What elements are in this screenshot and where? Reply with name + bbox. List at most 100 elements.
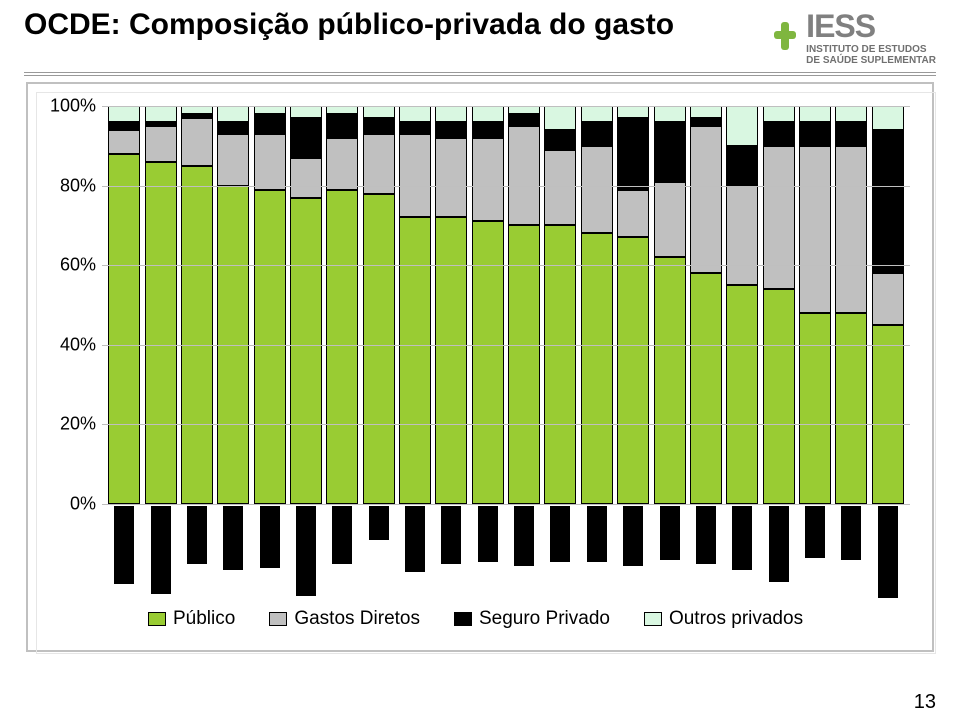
bar-segment-seguro_privado	[690, 118, 722, 126]
bar-segment-gastos_diretos	[508, 126, 540, 226]
legend-swatch	[454, 612, 472, 626]
bar-segment-publico	[726, 285, 758, 504]
bar	[290, 106, 322, 504]
bar-segment-seguro_privado	[654, 122, 686, 182]
bar-segment-seguro_privado	[581, 122, 613, 146]
legend-item: Público	[148, 608, 235, 630]
x-tick-label	[181, 506, 213, 600]
y-tick-label: 20%	[42, 414, 96, 435]
bar-segment-seguro_privado	[763, 122, 795, 146]
bar-segment-seguro_privado	[254, 114, 286, 134]
legend: PúblicoGastos DiretosSeguro PrivadoOutro…	[148, 608, 803, 630]
bar-segment-seguro_privado	[872, 130, 904, 273]
x-tick-label	[508, 506, 540, 600]
bar-segment-publico	[435, 217, 467, 504]
x-axis-labels	[102, 506, 910, 600]
bar-segment-outros_privados	[654, 106, 686, 122]
bar	[835, 106, 867, 504]
bar-segment-outros_privados	[290, 106, 322, 118]
bar-segment-outros_privados	[508, 106, 540, 114]
bar-segment-publico	[254, 190, 286, 504]
x-tick-label	[290, 506, 322, 600]
bar	[399, 106, 431, 504]
bar	[145, 106, 177, 504]
bar-segment-publico	[108, 154, 140, 504]
bar-segment-gastos_diretos	[435, 138, 467, 218]
legend-label: Seguro Privado	[479, 608, 610, 630]
bar-segment-publico	[544, 225, 576, 504]
bar	[472, 106, 504, 504]
legend-label: Público	[173, 608, 235, 630]
bar-segment-gastos_diretos	[872, 273, 904, 325]
x-tick-label	[399, 506, 431, 600]
y-tick-label: 40%	[42, 334, 96, 355]
bar-segment-outros_privados	[435, 106, 467, 122]
x-tick-label	[435, 506, 467, 600]
x-tick-label	[472, 506, 504, 600]
bar-segment-outros_privados	[217, 106, 249, 122]
bar-segment-gastos_diretos	[254, 134, 286, 190]
bar-segment-gastos_diretos	[726, 186, 758, 286]
bar-segment-publico	[145, 162, 177, 504]
bar	[690, 106, 722, 504]
bar	[726, 106, 758, 504]
bar	[181, 106, 213, 504]
x-tick-label	[835, 506, 867, 600]
bar-segment-seguro_privado	[544, 130, 576, 150]
x-tick-label	[726, 506, 758, 600]
page-number: 13	[914, 691, 936, 714]
bar	[872, 106, 904, 504]
x-tick-label	[799, 506, 831, 600]
bar-segment-publico	[399, 217, 431, 504]
legend-swatch	[148, 612, 166, 626]
bar-segment-gastos_diretos	[690, 126, 722, 273]
bar-segment-seguro_privado	[835, 122, 867, 146]
x-tick-label	[654, 506, 686, 600]
bar-segment-seguro_privado	[472, 122, 504, 138]
bar-segment-outros_privados	[181, 106, 213, 114]
bar-segment-outros_privados	[254, 106, 286, 114]
bar	[617, 106, 649, 504]
bar-segment-outros_privados	[617, 106, 649, 118]
bar-segment-publico	[181, 166, 213, 504]
title-divider	[24, 72, 936, 76]
plot-area	[102, 106, 910, 504]
bar-segment-outros_privados	[763, 106, 795, 122]
bar	[763, 106, 795, 504]
legend-item: Outros privados	[644, 608, 803, 630]
bar-segment-publico	[763, 289, 795, 504]
x-tick-label	[254, 506, 286, 600]
bar-segment-seguro_privado	[435, 122, 467, 138]
bar	[799, 106, 831, 504]
bar	[508, 106, 540, 504]
bar-segment-gastos_diretos	[399, 134, 431, 218]
bar-segment-publico	[617, 237, 649, 504]
bar-segment-gastos_diretos	[472, 138, 504, 222]
y-tick-label: 100%	[42, 96, 96, 117]
logo-cross-icon	[772, 20, 798, 54]
x-tick-label	[145, 506, 177, 600]
bar-segment-gastos_diretos	[763, 146, 795, 289]
bar-segment-gastos_diretos	[290, 158, 322, 198]
bar-segment-gastos_diretos	[108, 130, 140, 154]
bar	[363, 106, 395, 504]
logo-line-2: DE SAÚDE SUPLEMENTAR	[806, 56, 936, 67]
bar-segment-publico	[363, 194, 395, 504]
bar-segment-seguro_privado	[326, 114, 358, 138]
bar-segment-outros_privados	[363, 106, 395, 118]
chart-frame: 0%20%40%60%80%100% PúblicoGastos Diretos…	[26, 82, 934, 652]
legend-item: Seguro Privado	[454, 608, 610, 630]
bar	[326, 106, 358, 504]
gridline	[102, 186, 910, 187]
bar-segment-publico	[290, 198, 322, 504]
bar-segment-outros_privados	[872, 106, 904, 130]
iess-logo: IESS INSTITUTO DE ESTUDOS DE SAÚDE SUPLE…	[772, 8, 936, 66]
bar-segment-seguro_privado	[508, 114, 540, 126]
x-tick-label	[363, 506, 395, 600]
x-tick-label	[326, 506, 358, 600]
legend-swatch	[644, 612, 662, 626]
bar	[581, 106, 613, 504]
bar-segment-publico	[799, 313, 831, 504]
y-tick-label: 60%	[42, 255, 96, 276]
gridline	[102, 345, 910, 346]
